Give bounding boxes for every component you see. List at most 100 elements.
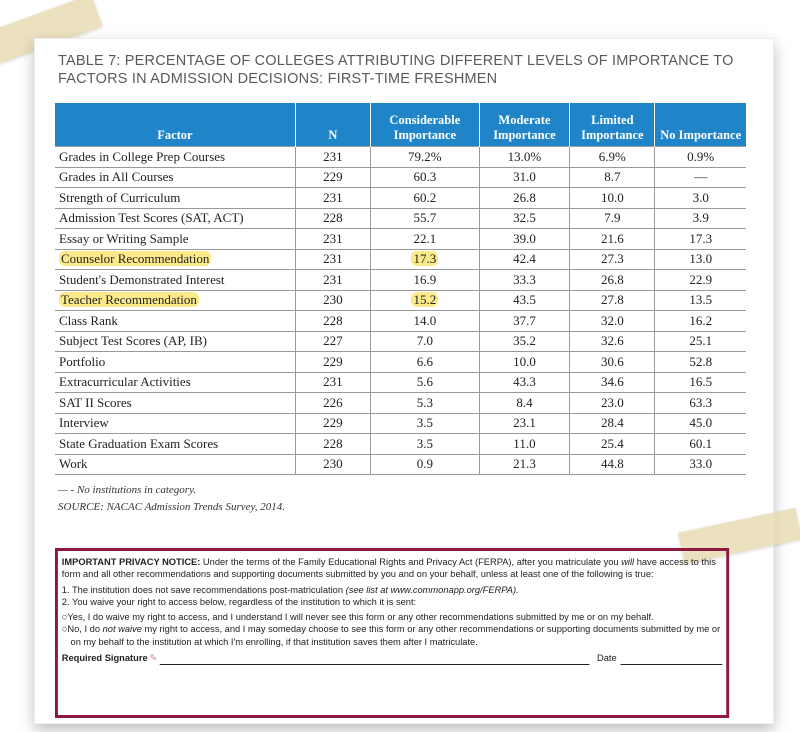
waive-no-label-2: my right to access, and I may someday ch… bbox=[70, 624, 721, 648]
table-cell: 231 bbox=[294, 146, 371, 167]
table-cell: 6.9% bbox=[569, 146, 655, 167]
table-row: Teacher Recommendation 230 15.2 43.5 27.8 13.… bbox=[55, 289, 746, 311]
table-cell: 16.5 bbox=[654, 371, 746, 393]
table-cell: 8.7 bbox=[569, 166, 655, 188]
table-cell: 33.3 bbox=[478, 269, 570, 290]
table-cell: 37.7 bbox=[478, 310, 570, 331]
table-cell: Strength of Curriculum bbox=[55, 187, 296, 208]
notice-text: Under the terms of the Family Educationa… bbox=[200, 557, 622, 568]
table-cell: State Graduation Exam Scores bbox=[55, 433, 296, 454]
item-2: 2. You waive your right to access below,… bbox=[61, 596, 417, 608]
table-cell: Class Rank bbox=[55, 310, 296, 331]
table-row: Essay or Writing Sample 231 22.1 39.0 21.6 17… bbox=[55, 228, 746, 249]
table-cell: 5.3 bbox=[370, 392, 480, 413]
table-cell: Interview bbox=[55, 412, 296, 434]
table-cell: 17.3 bbox=[654, 228, 746, 249]
table-cell: Teacher Recommendation bbox=[55, 289, 296, 311]
table-cell: 39.0 bbox=[478, 228, 570, 249]
column-header: No Importance bbox=[654, 103, 746, 147]
highlighted-value: 15.2 bbox=[411, 292, 439, 308]
table-cell: 231 bbox=[294, 248, 371, 270]
signature-label: Required Signature bbox=[61, 653, 148, 665]
table-row: Grades in College Prep Courses 231 79.2% 13… bbox=[55, 146, 746, 167]
item-1-note: (see list at www.commonapp.org/FERPA). bbox=[345, 584, 519, 596]
table-cell: 60.2 bbox=[370, 187, 480, 208]
table-cell: 11.0 bbox=[478, 433, 570, 454]
date-field[interactable] bbox=[620, 654, 723, 666]
table-cell: 16.9 bbox=[370, 269, 480, 290]
table-row: Class Rank 228 14.0 37.7 32.0 16.2 bbox=[55, 310, 746, 331]
table-cell: 6.6 bbox=[370, 351, 480, 372]
table-cell: 34.6 bbox=[569, 371, 655, 393]
table-cell: 3.0 bbox=[654, 187, 746, 208]
table-cell: 63.3 bbox=[654, 392, 746, 413]
table-cell: Portfolio bbox=[55, 351, 296, 372]
table-cell: Admission Test Scores (SAT, ACT) bbox=[55, 207, 296, 229]
table-cell: 231 bbox=[294, 371, 371, 393]
table-row: SAT II Scores 226 5.3 8.4 23.0 63.3 bbox=[55, 392, 746, 413]
table-cell: 14.0 bbox=[370, 310, 480, 331]
table-cell: 21.6 bbox=[569, 228, 655, 249]
waive-no-radio[interactable]: ○ bbox=[61, 624, 68, 636]
table-row: Extracurricular Activities 231 5.6 43.3 34.6… bbox=[55, 371, 746, 393]
table-cell: — bbox=[654, 166, 746, 188]
table-cell: 231 bbox=[294, 269, 371, 290]
table-row: Subject Test Scores (AP, IB) 227 7.0 35.2 32… bbox=[55, 330, 746, 352]
table-cell: 5.6 bbox=[370, 371, 480, 393]
table-cell: 231 bbox=[294, 187, 371, 208]
table-cell: 31.0 bbox=[478, 166, 570, 188]
source: SOURCE: NACAC Admission Trends Survey, 2… bbox=[58, 501, 286, 513]
table-cell: 13.5 bbox=[654, 289, 746, 311]
table-cell: 23.1 bbox=[478, 412, 570, 434]
footnote: — - No institutions in category. bbox=[58, 484, 197, 496]
table-cell: 55.7 bbox=[370, 207, 480, 229]
table-row: Counselor Recommendation 231 17.3 42.4 27.3 1… bbox=[55, 248, 746, 270]
table-cell: 60.1 bbox=[654, 433, 746, 454]
table-cell: 230 bbox=[294, 289, 371, 311]
table-cell: Work bbox=[55, 453, 296, 475]
table-cell: 13.0 bbox=[654, 248, 746, 270]
column-header: Moderate Importance bbox=[478, 103, 570, 147]
column-header: Limited Importance bbox=[569, 103, 655, 147]
table-cell: 27.8 bbox=[569, 289, 655, 311]
item-1: 1. The institution does not save recomme… bbox=[61, 584, 346, 596]
table-row: Grades in All Courses 229 60.3 31.0 8.7— bbox=[55, 166, 746, 188]
table-cell: 45.0 bbox=[654, 412, 746, 434]
waive-yes-radio[interactable]: ○ bbox=[61, 612, 68, 624]
table-cell: 32.6 bbox=[569, 330, 655, 352]
privacy-notice: IMPORTANT PRIVACY NOTICE: Under the term… bbox=[55, 548, 730, 718]
table-cell: 21.3 bbox=[478, 453, 570, 475]
table-cell: Essay or Writing Sample bbox=[55, 228, 296, 249]
table-cell: 228 bbox=[294, 310, 371, 331]
table-cell: 7.9 bbox=[569, 207, 655, 229]
table-cell: Grades in College Prep Courses bbox=[55, 146, 296, 167]
signature-field[interactable] bbox=[159, 654, 590, 666]
table-cell: 79.2% bbox=[370, 146, 480, 167]
table-cell: Subject Test Scores (AP, IB) bbox=[55, 330, 296, 352]
highlighted-value: Counselor Recommendation bbox=[59, 251, 212, 267]
admission-factors-table: Factor N Considerable Importance Moderate I… bbox=[55, 103, 746, 475]
notice-text-2: have access to this form and all other r… bbox=[61, 557, 716, 581]
table-cell: Student's Demonstrated Interest bbox=[55, 269, 296, 290]
table-row: State Graduation Exam Scores 228 3.5 11.0 25… bbox=[55, 433, 746, 454]
table-cell: Extracurricular Activities bbox=[55, 371, 296, 393]
column-header: N bbox=[294, 103, 371, 147]
table-cell: 7.0 bbox=[370, 330, 480, 352]
table-cell: 229 bbox=[294, 412, 371, 434]
table-cell: 32.0 bbox=[569, 310, 655, 331]
table-cell: 3.9 bbox=[654, 207, 746, 229]
table-row: Admission Test Scores (SAT, ACT) 228 55.7 3… bbox=[55, 207, 746, 229]
highlighted-value: Teacher Recommendation bbox=[59, 292, 199, 308]
table-row: Student's Demonstrated Interest 231 16.9 33… bbox=[55, 269, 746, 290]
table-cell: 228 bbox=[294, 207, 371, 229]
table-cell: 3.5 bbox=[370, 412, 480, 434]
table-row: Work 230 0.9 21.3 44.8 33.0 bbox=[55, 453, 746, 475]
table-cell: 25.1 bbox=[654, 330, 746, 352]
date-label: Date bbox=[596, 653, 617, 665]
table-cell: 0.9 bbox=[370, 453, 480, 475]
table-cell: 52.8 bbox=[654, 351, 746, 372]
table-cell: 23.0 bbox=[569, 392, 655, 413]
table-cell: 33.0 bbox=[654, 453, 746, 475]
table-cell: 26.8 bbox=[569, 269, 655, 290]
column-header: Factor bbox=[55, 103, 296, 147]
